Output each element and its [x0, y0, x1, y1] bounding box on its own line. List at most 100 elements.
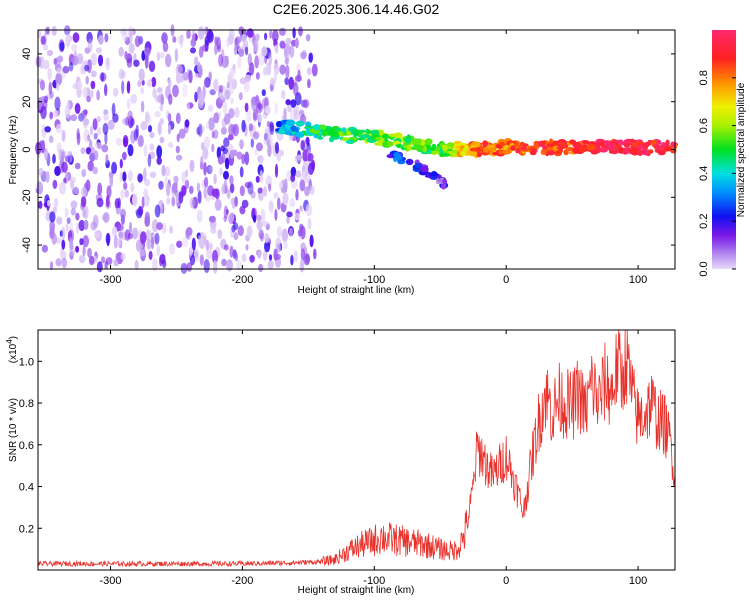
noise-blob	[127, 144, 134, 157]
noise-blob	[258, 53, 265, 66]
signal-blob	[388, 133, 399, 137]
noise-blob	[307, 217, 312, 230]
noise-blob	[200, 155, 204, 170]
secondary-signal-blob	[414, 162, 421, 169]
noise-blob	[149, 132, 155, 139]
signal-blob	[665, 139, 670, 146]
noise-blob	[126, 58, 133, 68]
signal-blob	[642, 142, 650, 148]
noise-blob	[260, 208, 266, 223]
noise-blob	[150, 236, 154, 250]
noise-blob	[158, 180, 164, 190]
noise-blob	[74, 103, 81, 114]
x-tick-label: 0	[503, 575, 509, 587]
noise-blob	[209, 89, 216, 96]
noise-blob	[214, 44, 218, 55]
noise-blob	[241, 119, 246, 133]
noise-blob	[151, 76, 157, 88]
noise-blob	[229, 85, 234, 95]
noise-blob	[307, 153, 314, 162]
noise-blob	[61, 226, 66, 241]
noise-blob	[83, 219, 89, 230]
signal-blob	[488, 147, 495, 152]
noise-blob	[258, 263, 264, 273]
noise-blob	[87, 134, 91, 142]
colorbar-tick-label: 0.6	[698, 118, 710, 133]
noise-blob	[119, 171, 124, 183]
noise-blob	[38, 167, 44, 176]
noise-blob	[223, 205, 229, 219]
noise-blob	[104, 260, 108, 270]
signal-blob	[501, 149, 512, 155]
noise-blob	[234, 196, 238, 207]
noise-blob	[269, 84, 274, 92]
noise-blob	[149, 143, 155, 151]
noise-blob	[208, 117, 215, 131]
noise-blob	[256, 103, 263, 114]
noise-blob	[172, 84, 179, 98]
noise-blob	[213, 129, 219, 139]
noise-blob	[72, 185, 80, 195]
noise-blob	[244, 46, 249, 56]
noise-blob	[292, 27, 296, 39]
noise-blob	[124, 50, 128, 60]
signal-blob	[346, 130, 351, 136]
signal-blob	[440, 153, 451, 157]
noise-blob	[60, 250, 67, 261]
noise-blob	[250, 138, 254, 148]
noise-blob	[88, 255, 95, 266]
noise-blob	[202, 44, 209, 52]
noise-blob	[214, 36, 218, 46]
noise-blob	[161, 165, 166, 177]
signal-blob	[510, 145, 516, 151]
secondary-signal-blob	[419, 166, 429, 173]
noise-blob	[274, 208, 278, 221]
noise-blob	[70, 179, 75, 190]
noise-blob	[97, 182, 103, 196]
signal-blob	[483, 146, 489, 153]
snr-xlabel: Height of straight line (km)	[298, 585, 415, 596]
noise-blob	[206, 30, 214, 43]
noise-blob	[269, 30, 273, 39]
y-tick-label: 0.6	[19, 440, 34, 452]
noise-blob	[239, 185, 245, 197]
noise-blob	[68, 61, 74, 72]
noise-blob	[75, 245, 80, 253]
noise-blob	[306, 67, 312, 76]
noise-blob	[78, 219, 86, 232]
snr-frame	[37, 329, 676, 571]
noise-blob	[191, 237, 196, 251]
noise-blob	[167, 112, 172, 123]
signal-blob	[330, 131, 340, 138]
noise-blob	[124, 189, 130, 198]
noise-blob	[128, 43, 135, 54]
noise-blob	[189, 197, 196, 209]
noise-blob	[61, 257, 67, 269]
signal-blob	[622, 149, 629, 155]
noise-blob	[76, 132, 81, 146]
noise-blob	[105, 194, 110, 208]
signal-blob	[642, 147, 647, 155]
spectrogram-y-ticks: -40 -20 0 20 40	[21, 48, 675, 253]
noise-blob	[129, 30, 133, 44]
noise-blob	[273, 248, 278, 261]
signal-blob	[546, 150, 555, 156]
noise-blob	[276, 225, 282, 238]
noise-blob	[249, 62, 255, 76]
signal-blob	[459, 151, 466, 157]
colorbar-gradient	[712, 30, 736, 269]
noise-blob	[140, 100, 145, 113]
noise-blob	[157, 86, 163, 94]
signal-blob	[313, 134, 319, 139]
signal-blob	[286, 128, 292, 132]
noise-blob	[253, 131, 260, 140]
noise-blob	[115, 137, 123, 146]
noise-blob	[159, 136, 165, 144]
noise-blob	[218, 84, 223, 93]
noise-blob	[49, 219, 55, 234]
signal-blob	[469, 151, 478, 157]
noise-blob	[268, 52, 273, 66]
noise-blob	[185, 227, 193, 236]
noise-blob	[128, 221, 133, 234]
noise-blob	[303, 160, 309, 168]
